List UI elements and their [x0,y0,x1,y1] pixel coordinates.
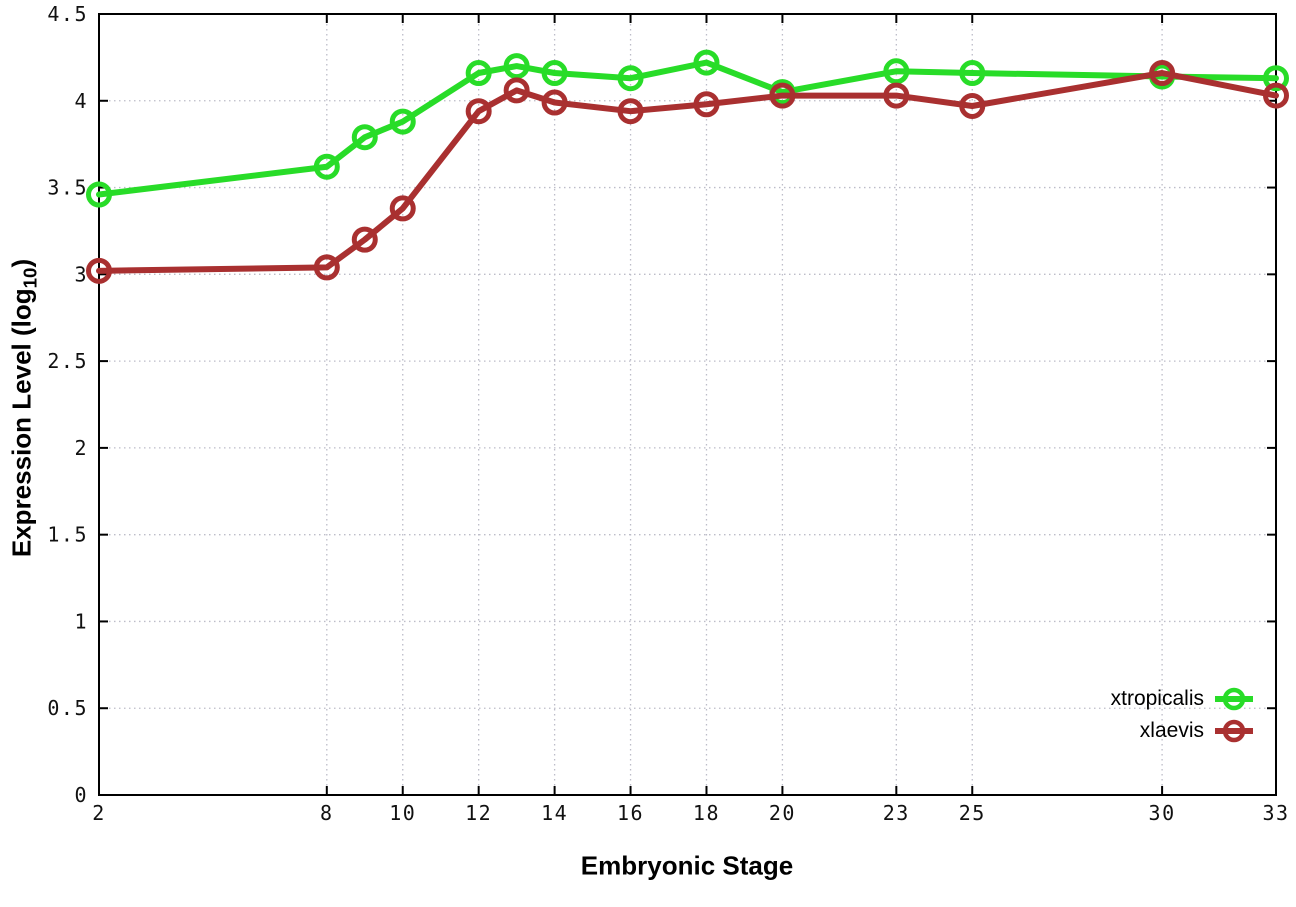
series-xlaevis [86,60,1289,284]
svg-text:4.5: 4.5 [47,2,88,26]
svg-text:0.5: 0.5 [47,696,88,720]
svg-text:25: 25 [959,801,986,825]
svg-text:2: 2 [92,801,106,825]
svg-text:18: 18 [693,801,720,825]
svg-text:3: 3 [74,262,88,286]
svg-text:1.5: 1.5 [47,523,88,547]
y-axis-label-subscript: 10 [19,267,41,289]
y-axis-label-prefix: Expression Level (log [6,288,37,558]
y-tick-labels: 0 0.5 1 1.5 2 2.5 3 3.5 4 4.5 [47,2,88,807]
svg-text:12: 12 [465,801,492,825]
legend-item-xtropicalis: xtropicalis [1111,683,1255,715]
svg-text:16: 16 [617,801,644,825]
series-xtropicalis [86,49,1289,208]
svg-text:10: 10 [389,801,416,825]
svg-text:30: 30 [1149,801,1176,825]
svg-text:33: 33 [1262,801,1289,825]
svg-text:2.5: 2.5 [47,349,88,373]
svg-text:1: 1 [74,609,88,633]
tick-marks [98,13,1277,796]
svg-text:2: 2 [74,436,88,460]
svg-text:0: 0 [74,783,88,807]
svg-text:20: 20 [769,801,796,825]
svg-text:4: 4 [74,89,88,113]
y-axis-label-suffix: ) [6,258,37,268]
legend: xtropicalis xlaevis [1111,683,1255,747]
plot-border [98,13,1277,796]
legend-item-xlaevis: xlaevis [1140,715,1255,747]
xtropicalis-marker-icon [1215,687,1253,711]
legend-label-xlaevis: xlaevis [1139,719,1204,742]
xlaevis-marker-icon [1215,719,1253,743]
x-axis-label: Embryonic Stage [580,850,794,881]
y-axis-label: Expression Level (log10) [6,259,41,557]
x-tick-labels: 2 8 10 12 14 16 18 20 23 25 30 33 [92,801,1289,825]
svg-text:23: 23 [883,801,910,825]
svg-text:8: 8 [320,801,334,825]
svg-text:14: 14 [541,801,568,825]
legend-label-xtropicalis: xtropicalis [1110,687,1204,710]
grid-lines [98,13,1277,796]
svg-text:3.5: 3.5 [47,176,88,200]
